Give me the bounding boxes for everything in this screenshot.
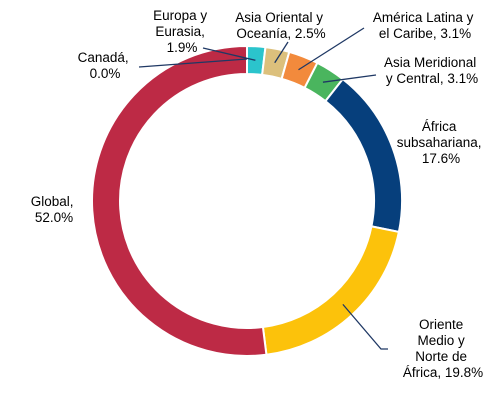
label-canada-line1: Canadá,	[78, 50, 129, 65]
label-america-latina-line1: América Latina y	[373, 10, 474, 25]
label-global-line2: 52.0%	[35, 210, 73, 225]
label-america-latina: América Latina y el Caribe, 3.1%	[373, 10, 477, 41]
label-asia-meridional-line2: y Central, 3.1%	[386, 71, 478, 86]
label-oriente-medio-line4: África, 19.8%	[403, 365, 483, 380]
leader-line-asia-meridional-y-central	[322, 74, 377, 83]
slice-oriente-medio-y-norte-de-africa	[261, 225, 401, 356]
label-canada-line2: 0.0%	[90, 66, 121, 81]
label-oriente-medio-line2: Medio y	[417, 333, 465, 348]
label-canada: Canadá, 0.0%	[78, 50, 133, 81]
label-africa-subsahariana-line1: África	[422, 119, 457, 134]
label-global: Global, 52.0%	[31, 194, 78, 225]
label-europa-eurasia: Europa y Eurasia, 1.9%	[153, 8, 211, 55]
leader-line-america-latina-y-el-caribe	[298, 27, 365, 71]
leader-line-asia-oriental-y-oceania	[274, 41, 289, 64]
leader-line-oriente-medio-y-norte-de-africa	[342, 303, 388, 350]
label-asia-meridional-line1: Asia Meridional	[384, 55, 476, 70]
label-asia-oriental-line1: Asia Oriental y	[235, 10, 323, 25]
label-america-latina-line2: el Caribe, 3.1%	[379, 26, 471, 41]
slice-global	[91, 44, 268, 357]
label-asia-oriental: Asia Oriental y Oceanía, 2.5%	[235, 10, 327, 41]
leader-line-europa-y-eurasia	[202, 47, 256, 61]
label-africa-subsahariana-line2: subsahariana,	[397, 135, 482, 150]
label-asia-oriental-line2: Oceanía, 2.5%	[236, 26, 325, 41]
label-oriente-medio-line3: Norte de	[415, 349, 467, 364]
label-europa-eurasia-line2: Eurasia,	[155, 24, 205, 39]
slice-africa-subsahariana	[324, 77, 403, 234]
label-africa-subsahariana-line3: 17.6%	[422, 151, 460, 166]
label-africa-subsahariana: África subsahariana, 17.6%	[397, 119, 486, 166]
leader-lines-group	[138, 27, 388, 350]
label-europa-eurasia-line3: 1.9%	[167, 40, 198, 55]
label-europa-eurasia-line1: Europa y	[153, 8, 207, 23]
leader-line-canada	[138, 58, 248, 68]
slices-group	[91, 44, 403, 357]
label-global-line1: Global,	[31, 194, 74, 209]
label-oriente-medio: Oriente Medio y Norte de África, 19.8%	[403, 317, 483, 380]
label-oriente-medio-line1: Oriente	[419, 317, 463, 332]
label-asia-meridional: Asia Meridional y Central, 3.1%	[384, 55, 480, 86]
